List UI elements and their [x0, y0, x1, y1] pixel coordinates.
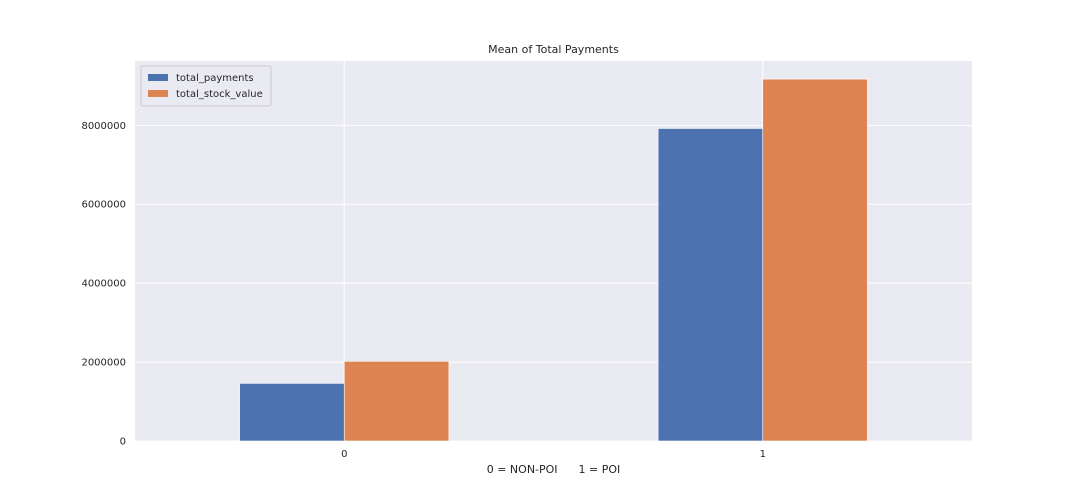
- bar-total_stock_value-1: [762, 78, 868, 442]
- legend: total_payments total_stock_value: [140, 65, 272, 107]
- legend-swatch: [148, 74, 168, 81]
- bar-total_payments-0: [239, 383, 345, 442]
- x-tick-label: 1: [760, 449, 766, 460]
- bar-total_payments-1: [657, 128, 764, 442]
- y-tick-label: 8000000: [81, 121, 126, 132]
- y-tick-label: 0: [120, 437, 126, 448]
- legend-box: [140, 65, 272, 107]
- legend-label: total_stock_value: [176, 89, 263, 100]
- y-tick-label: 4000000: [81, 279, 126, 290]
- bar-total_stock_value-0: [343, 360, 450, 442]
- legend-swatch: [148, 90, 168, 97]
- chart-title: Mean of Total Payments: [488, 43, 619, 56]
- y-tick-label: 6000000: [81, 200, 126, 211]
- legend-label: total_payments: [176, 73, 254, 84]
- y-axis-ticks: 0 2000000 4000000 6000000 8000000: [81, 121, 126, 448]
- y-tick-label: 2000000: [81, 358, 126, 369]
- bars: [239, 78, 868, 442]
- x-axis-label: 0 = NON-POI 1 = POI: [487, 463, 621, 476]
- x-tick-label: 0: [341, 449, 347, 460]
